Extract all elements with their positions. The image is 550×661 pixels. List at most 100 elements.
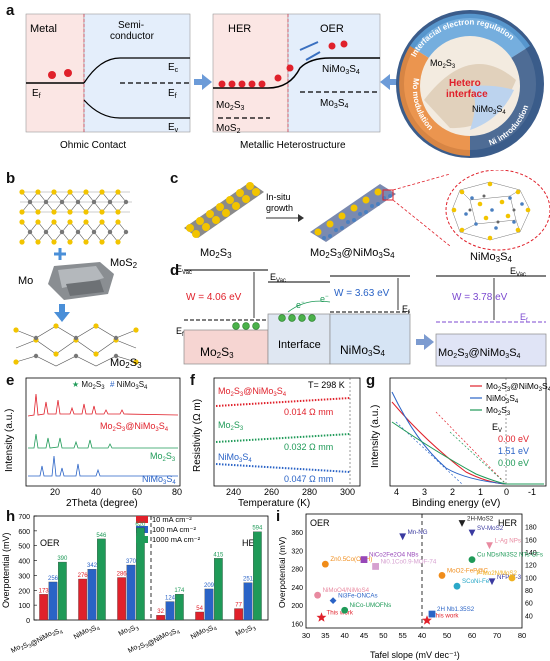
svg-text:Mo2S3: Mo2S3 bbox=[430, 58, 456, 70]
ec-label: E bbox=[168, 62, 175, 73]
i-point-label: SV-MoS2 bbox=[477, 525, 504, 532]
i-point bbox=[314, 591, 321, 599]
svg-text:Ef: Ef bbox=[520, 312, 528, 324]
svg-text:Mo3S4: Mo3S4 bbox=[320, 98, 348, 110]
i-right-ytick: 120 bbox=[525, 563, 537, 570]
arrow-head-icon-2 bbox=[380, 74, 390, 90]
i-left-ytick: 240 bbox=[291, 585, 303, 592]
d-evac-3: E bbox=[510, 266, 516, 276]
i-point bbox=[458, 520, 466, 527]
i-xlabel: Tafel slope (mV dec⁻¹) bbox=[370, 650, 460, 660]
h-bar bbox=[234, 608, 243, 621]
ef-left-sub: f bbox=[39, 93, 41, 100]
i-point-label: Cu NDs/Ni3S2 NTs-CFs bbox=[477, 552, 543, 559]
h-bar-label: 174 bbox=[174, 588, 185, 594]
svg-text:Mo2S3: Mo2S3 bbox=[218, 420, 244, 432]
d-box4-label: Mo bbox=[438, 347, 453, 359]
f-s1-label: Mo bbox=[218, 386, 231, 396]
svg-text:NiMo3S4: NiMo3S4 bbox=[340, 343, 385, 358]
svg-text:★ Mo2S3: ★ Mo2S3 bbox=[72, 380, 105, 391]
i-point bbox=[508, 574, 516, 582]
i-right-ytick: 40 bbox=[525, 613, 533, 620]
i-point-label: Mn-NG bbox=[408, 529, 428, 536]
h-ylabel: Overpotential (mV) bbox=[1, 532, 11, 608]
svg-text:Mo2S3@NiMo3S4: Mo2S3@NiMo3S4 bbox=[486, 381, 550, 393]
c-hetero-label: Mo bbox=[310, 247, 325, 259]
d-evac-sub-2: Vac bbox=[276, 278, 286, 284]
ef-left-label: E bbox=[32, 88, 39, 99]
g-legend3: Mo bbox=[486, 405, 498, 415]
i-right-ytick: 180 bbox=[525, 525, 537, 532]
mo3s4-a-label: Mo bbox=[320, 98, 334, 109]
g-v3: 0.00 eV bbox=[498, 458, 529, 468]
h-legend-swatch bbox=[136, 516, 148, 523]
zoom-ellipse bbox=[445, 170, 550, 251]
i-left-xtick: 45 bbox=[360, 631, 368, 640]
h-legend-label: 1000 mA cm⁻² bbox=[152, 535, 201, 544]
h-bar bbox=[156, 615, 165, 621]
i-right-ytick: 160 bbox=[525, 537, 537, 544]
f-v3: 0.047 Ω mm bbox=[284, 474, 333, 484]
oer-label: OER bbox=[320, 23, 344, 35]
d-e-1: e bbox=[296, 300, 301, 310]
heterostructure-nanorod-image bbox=[310, 184, 396, 242]
i-right-xtick: 70 bbox=[493, 631, 501, 640]
d-ef-3: E bbox=[520, 312, 526, 322]
mos2-structure-image bbox=[19, 189, 132, 245]
mo2s3-structure-image bbox=[13, 323, 139, 367]
i-left-ytick: 160 bbox=[291, 621, 303, 628]
i-point bbox=[422, 615, 432, 625]
e-xlabel: 2Theta (degree) bbox=[66, 498, 138, 508]
i-point bbox=[360, 556, 368, 563]
i-right-ytick: 100 bbox=[525, 575, 537, 582]
i-left-xtick: 40 bbox=[340, 631, 348, 640]
e-series-2 bbox=[28, 433, 178, 449]
h-ytick-label: 300 bbox=[18, 573, 30, 580]
d-w3: W = 3.78 eV bbox=[452, 292, 508, 303]
e-xtick-20: 20 bbox=[50, 487, 60, 497]
g-v1: 0.00 eV bbox=[498, 434, 529, 444]
ohmic-contact-diagram: Metal Semi- conductor Ec Ef Ef Ev Ohmic … bbox=[25, 13, 191, 151]
h-ytick-label: 700 bbox=[18, 514, 30, 521]
h-bar-label: 594 bbox=[252, 526, 263, 532]
ef-right-sub: f bbox=[175, 93, 177, 100]
svg-text:Mo2S3@NiMo3S4: Mo2S3@NiMo3S4 bbox=[218, 386, 287, 398]
g-ev-sub: V bbox=[498, 428, 502, 434]
c-arrow-text-2: growth bbox=[266, 203, 293, 213]
d-evac-sub-1: Vac bbox=[182, 270, 192, 276]
d-box2-label: Interface bbox=[278, 339, 321, 351]
i-title-oer: OER bbox=[310, 518, 330, 528]
g-series-2 bbox=[391, 391, 544, 485]
svg-text:e−: e− bbox=[296, 300, 305, 310]
i-right-xtick: 60 bbox=[468, 631, 476, 640]
g-series-3 bbox=[391, 421, 544, 485]
h-bar bbox=[39, 594, 48, 621]
svg-text:EVac: EVac bbox=[270, 272, 286, 284]
svg-text:EV: EV bbox=[492, 422, 502, 434]
i-point bbox=[329, 597, 337, 605]
h-bar bbox=[87, 569, 97, 621]
svg-text:Mo2S3: Mo2S3 bbox=[150, 451, 176, 463]
h-bar-label: 54 bbox=[196, 606, 203, 612]
arrow-head-icon-1 bbox=[202, 74, 212, 90]
svg-text:Mo2S3: Mo2S3 bbox=[110, 357, 142, 370]
g-ev: E bbox=[492, 422, 498, 432]
nimo3s4-a-label: NiMo bbox=[322, 64, 346, 75]
h-bar bbox=[78, 578, 87, 621]
panel-label-f: f bbox=[190, 372, 195, 389]
i-right-xtick: 50 bbox=[443, 631, 451, 640]
h-bar-label: 546 bbox=[96, 533, 107, 539]
g-ylabel: Intensity (a.u.) bbox=[370, 405, 381, 468]
e-legend2: NiMo bbox=[117, 380, 136, 389]
i-left-xtick: 35 bbox=[321, 631, 329, 640]
i-point bbox=[428, 610, 436, 618]
svg-text:Mo2S3: Mo2S3 bbox=[216, 100, 244, 112]
f-series-1 bbox=[215, 397, 351, 407]
heterostructure-caption: Metallic Heterostructure bbox=[240, 140, 346, 151]
mo-metal-image bbox=[48, 262, 114, 300]
i-title-her: HER bbox=[498, 518, 518, 528]
i-point-label: Zn0.5Co(OOH) bbox=[330, 556, 372, 563]
i-point-label: P-Mo2N/MoS2 bbox=[476, 570, 517, 577]
f-s3-label: NiMo bbox=[218, 452, 239, 462]
e-series-1 bbox=[27, 393, 179, 417]
